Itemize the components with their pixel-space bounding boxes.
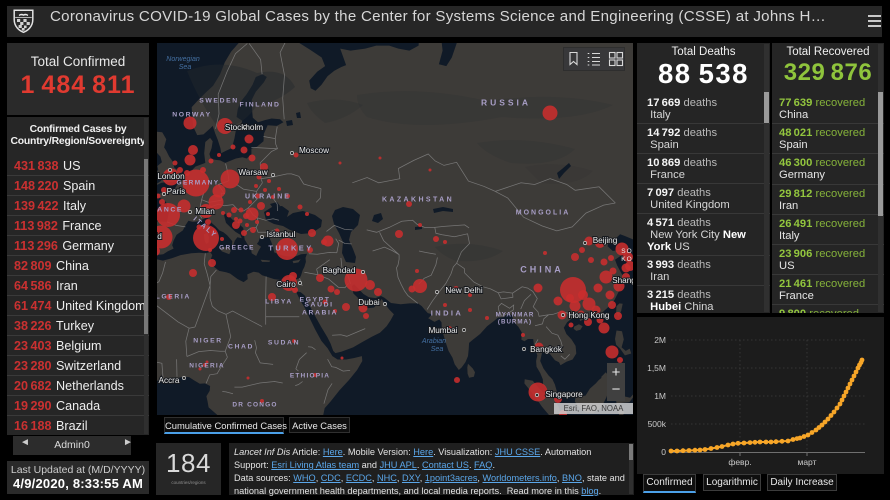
svg-text:GREECE: GREECE (219, 245, 255, 252)
svg-text:Bangkok: Bangkok (530, 345, 563, 354)
svg-text:TURKEY: TURKEY (268, 244, 313, 253)
svg-text:Beijing: Beijing (593, 236, 618, 245)
svg-text:EGYPT: EGYPT (299, 297, 330, 304)
svg-text:Mumbai: Mumbai (428, 326, 457, 335)
svg-text:RUSSIA: RUSSIA (481, 98, 531, 108)
svg-text:Warsaw: Warsaw (238, 168, 267, 177)
svg-text:DR CONGO: DR CONGO (232, 402, 277, 409)
svg-text:LIBYA: LIBYA (265, 299, 293, 306)
svg-text:UKRAINE: UKRAINE (245, 194, 291, 201)
svg-text:Norwegian: Norwegian (166, 56, 200, 63)
svg-text:Paris: Paris (167, 187, 186, 196)
svg-text:Sea: Sea (179, 64, 192, 71)
svg-text:1M: 1M (654, 391, 666, 401)
svg-text:FRANCE: FRANCE (157, 207, 183, 214)
svg-text:New Delhi: New Delhi (445, 286, 482, 295)
svg-text:SWEDEN: SWEDEN (199, 98, 238, 105)
svg-text:CHAD: CHAD (228, 344, 254, 351)
svg-text:KAZAKHSTAN: KAZAKHSTAN (382, 197, 454, 204)
svg-text:Arabian: Arabian (421, 338, 446, 345)
svg-text:ALGERIA: ALGERIA (157, 294, 191, 301)
svg-text:500k: 500k (648, 419, 667, 429)
svg-text:MYANMAR: MYANMAR (496, 312, 535, 319)
svg-text:март: март (797, 457, 816, 467)
svg-text:NIGER: NIGER (193, 338, 223, 345)
svg-text:drid: drid (157, 232, 162, 241)
svg-text:ETHIOPIA: ETHIOPIA (290, 373, 330, 380)
svg-text:SO: SO (621, 248, 632, 255)
svg-text:Sea: Sea (431, 346, 444, 353)
svg-text:2M: 2M (654, 335, 666, 345)
svg-text:NIGERIA: NIGERIA (189, 363, 225, 370)
svg-text:Milan: Milan (195, 207, 215, 216)
svg-text:0: 0 (661, 447, 666, 457)
svg-text:Baghdad: Baghdad (323, 266, 356, 275)
svg-text:FINLAND: FINLAND (239, 102, 280, 109)
svg-text:(BURMA): (BURMA) (498, 319, 532, 326)
svg-text:KO: KO (621, 256, 632, 263)
svg-text:Accra: Accra (159, 376, 180, 385)
svg-text:Moscow: Moscow (299, 146, 329, 155)
svg-text:Dubai: Dubai (358, 298, 380, 307)
svg-text:ARABIA: ARABIA (302, 310, 338, 317)
svg-text:Istanbul: Istanbul (267, 230, 296, 239)
svg-text:GERMANY: GERMANY (176, 180, 219, 187)
svg-text:SAUDI: SAUDI (304, 302, 333, 309)
svg-text:Shang: Shang (612, 276, 633, 285)
svg-text:London: London (157, 172, 185, 181)
svg-text:SUDAN: SUDAN (268, 340, 300, 347)
svg-text:NORWAY: NORWAY (172, 112, 211, 119)
svg-text:CHINA: CHINA (520, 265, 564, 275)
svg-text:февр.: февр. (728, 457, 751, 467)
svg-text:INDIA: INDIA (431, 309, 463, 318)
svg-text:Hong Kong: Hong Kong (569, 311, 610, 320)
svg-text:Cairo: Cairo (276, 280, 296, 289)
svg-text:Singapore: Singapore (545, 390, 583, 399)
svg-text:1,5M: 1,5M (647, 363, 666, 373)
svg-text:MONGOLIA: MONGOLIA (516, 210, 571, 217)
